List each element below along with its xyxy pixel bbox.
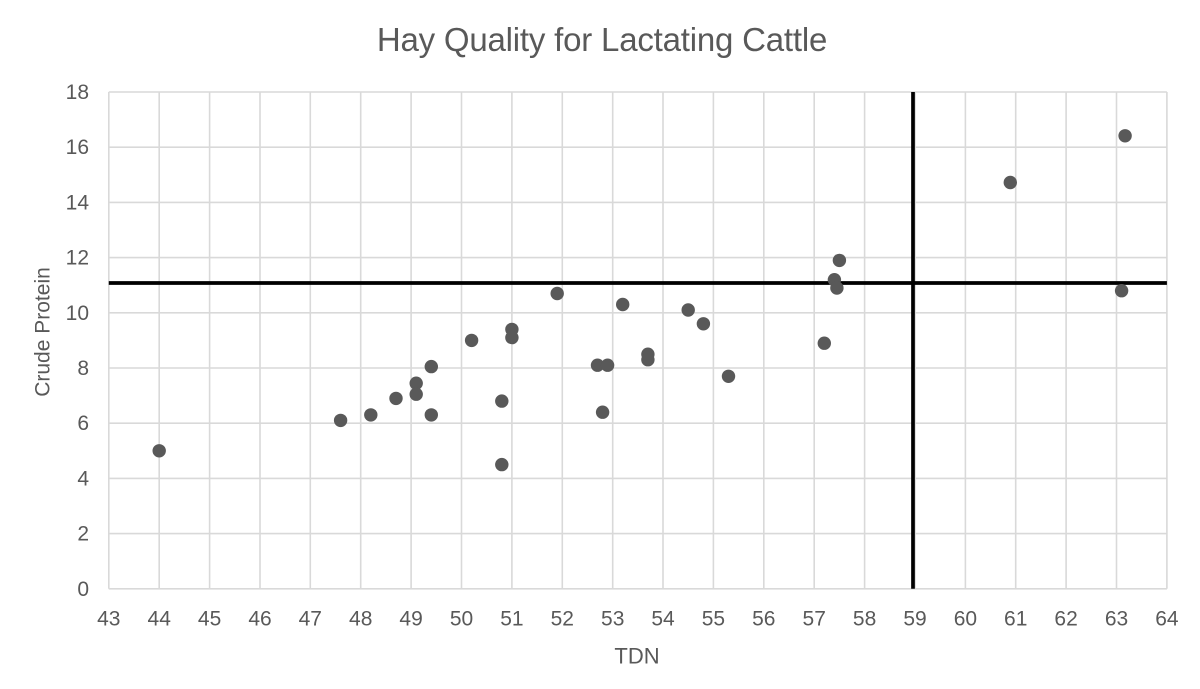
svg-text:50: 50 — [450, 608, 473, 631]
svg-text:45: 45 — [198, 608, 221, 631]
svg-text:8: 8 — [77, 357, 89, 380]
svg-text:58: 58 — [853, 608, 876, 631]
svg-text:2: 2 — [77, 523, 89, 546]
svg-text:57: 57 — [803, 608, 826, 631]
svg-text:4: 4 — [77, 467, 89, 490]
svg-text:TDN: TDN — [614, 644, 659, 669]
svg-text:63: 63 — [1105, 608, 1128, 631]
svg-text:12: 12 — [66, 247, 89, 270]
svg-text:Hay Quality for Lactating Catt: Hay Quality for Lactating Cattle — [377, 21, 827, 58]
svg-text:47: 47 — [299, 608, 322, 631]
svg-text:0: 0 — [77, 578, 89, 601]
svg-text:62: 62 — [1054, 608, 1077, 631]
svg-text:16: 16 — [66, 136, 89, 159]
svg-text:44: 44 — [148, 608, 172, 631]
svg-text:10: 10 — [66, 302, 89, 325]
svg-text:59: 59 — [903, 608, 926, 631]
svg-text:43: 43 — [97, 608, 120, 631]
svg-text:6: 6 — [77, 412, 89, 435]
svg-text:55: 55 — [702, 608, 725, 631]
svg-text:49: 49 — [399, 608, 422, 631]
svg-text:Crude Protein: Crude Protein — [32, 267, 55, 397]
svg-text:18: 18 — [66, 81, 89, 104]
svg-text:51: 51 — [500, 608, 523, 631]
svg-text:56: 56 — [752, 608, 775, 631]
svg-text:54: 54 — [651, 608, 675, 631]
svg-text:53: 53 — [601, 608, 624, 631]
svg-text:60: 60 — [954, 608, 977, 631]
svg-text:48: 48 — [349, 608, 372, 631]
svg-text:46: 46 — [248, 608, 271, 631]
svg-text:64: 64 — [1155, 608, 1179, 631]
svg-text:61: 61 — [1004, 608, 1027, 631]
svg-text:14: 14 — [66, 191, 90, 214]
svg-text:52: 52 — [551, 608, 574, 631]
